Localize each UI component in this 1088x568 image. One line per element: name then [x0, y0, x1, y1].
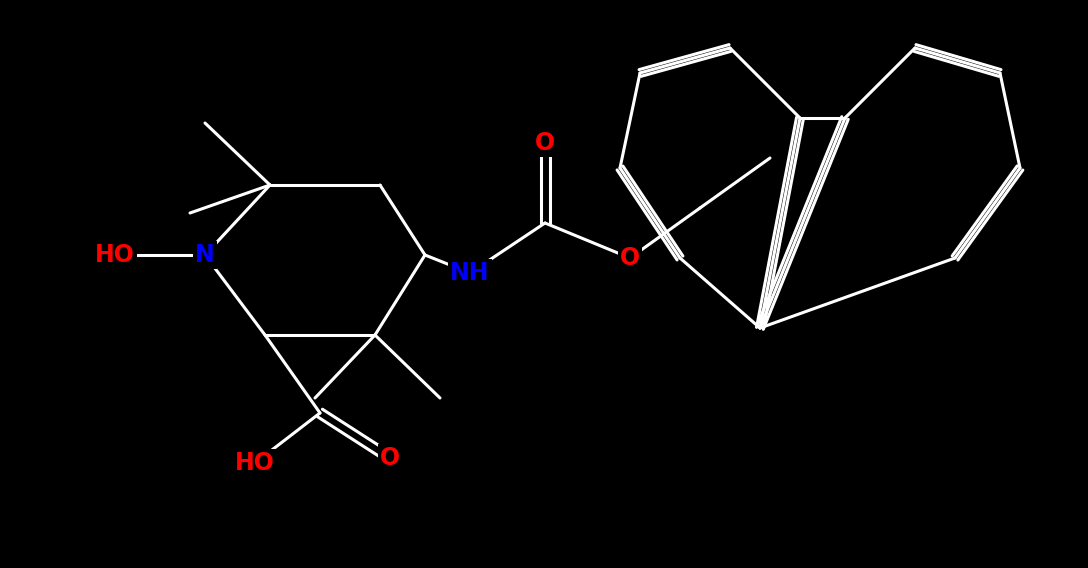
Text: HO: HO: [95, 243, 135, 267]
Text: N: N: [195, 243, 214, 267]
Text: NH: NH: [450, 261, 490, 285]
Text: O: O: [535, 131, 555, 155]
Text: HO: HO: [235, 451, 275, 475]
Text: O: O: [620, 246, 640, 270]
Text: O: O: [380, 446, 400, 470]
